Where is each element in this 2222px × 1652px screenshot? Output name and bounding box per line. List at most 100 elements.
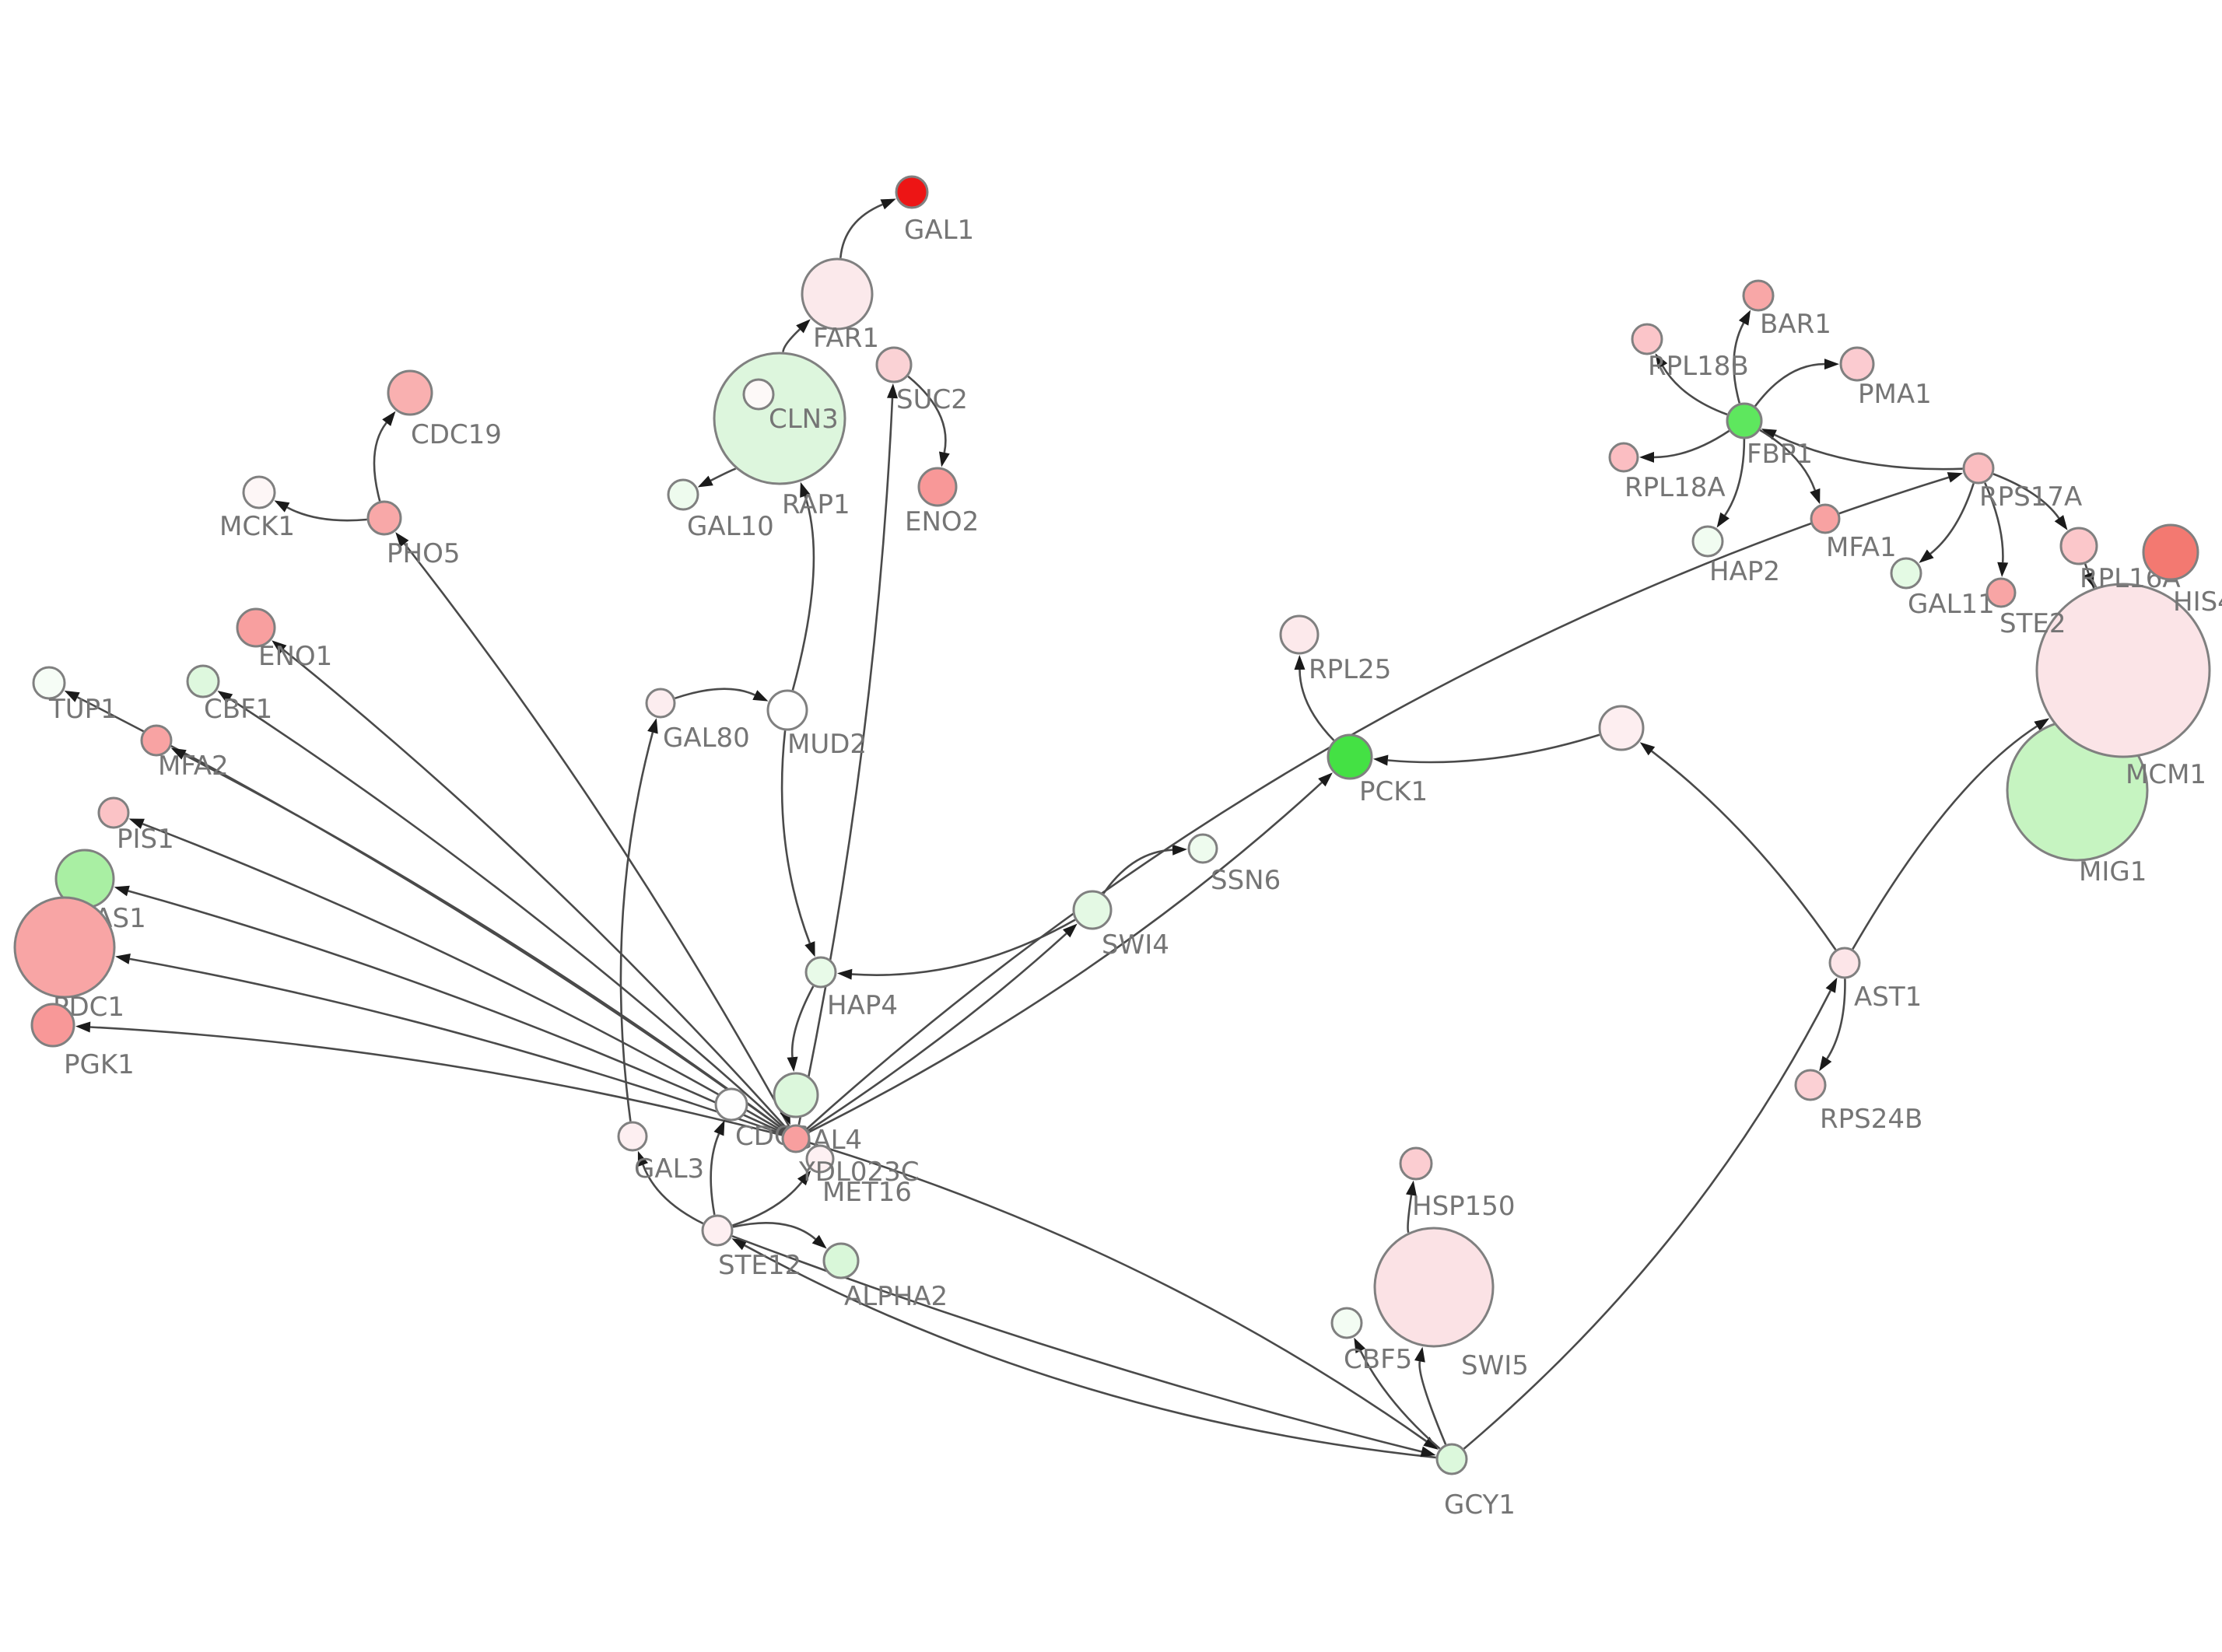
edge-STE12-CDC6[interactable]	[710, 1120, 725, 1216]
gene-node-swi5[interactable]	[1373, 1227, 1495, 1348]
gene-node-tup1[interactable]	[32, 666, 66, 700]
gene-node-rpl16a[interactable]	[2059, 527, 2098, 565]
edge-YDL023C-PHO5[interactable]	[395, 532, 790, 1127]
edge-GAL80-MUD2[interactable]	[675, 688, 769, 702]
edge-GAL3-GAL80[interactable]	[619, 718, 658, 1122]
edge-GCY1-SWI5[interactable]	[1414, 1346, 1447, 1445]
edge-AST1-MCM1[interactable]	[1852, 718, 2050, 950]
gene-node-ydl023c[interactable]	[781, 1124, 811, 1153]
edge-YDL023C-PDC1[interactable]	[115, 954, 783, 1136]
gene-node-unlabeled[interactable]	[1598, 705, 1645, 751]
edge-HAP4-GAL4[interactable]	[787, 985, 815, 1073]
edge-YDL023C-RAS1[interactable]	[114, 885, 783, 1134]
edge-PHO5-CDC19[interactable]	[373, 411, 396, 502]
edge-YDL023C-GCY1[interactable]	[809, 1142, 1439, 1450]
gene-node-gal3[interactable]	[617, 1121, 648, 1152]
gene-node-cbf5[interactable]	[1330, 1307, 1363, 1339]
edge-YDL023C-PGK1[interactable]	[75, 1021, 783, 1136]
edge-RAP1-GAL10[interactable]	[697, 467, 738, 488]
gene-node-rps17a[interactable]	[1962, 452, 1995, 485]
gene-node-ste2[interactable]	[1985, 577, 2017, 608]
gene-node-swi4[interactable]	[1072, 890, 1113, 930]
edge-STE12-MET16[interactable]	[732, 1170, 811, 1227]
gene-node-alpha2[interactable]	[822, 1242, 860, 1279]
gene-node-mck1[interactable]	[242, 475, 276, 509]
gene-node-mud2[interactable]	[766, 689, 808, 731]
gene-node-cdc6[interactable]	[714, 1087, 748, 1122]
gene-node-pma1[interactable]	[1839, 346, 1875, 382]
edge-MUD2-RAP1[interactable]	[791, 481, 815, 691]
gene-node-rpl18a[interactable]	[1608, 442, 1639, 473]
gene-node-bar1[interactable]	[1742, 279, 1775, 312]
edge-RAP1-FAR1[interactable]	[782, 319, 811, 352]
gene-node-hsp150[interactable]	[1399, 1146, 1433, 1181]
edge-RPS17A-RPL16A[interactable]	[1992, 473, 2068, 530]
edge-FBP1-RPL18A[interactable]	[1639, 429, 1730, 463]
gene-node-gal10[interactable]	[667, 478, 699, 511]
edge-FBP1-BAR1[interactable]	[1733, 310, 1751, 404]
edge-MUD2-HAP4[interactable]	[780, 730, 815, 957]
edge-YDL023C-MFA2[interactable]	[170, 747, 785, 1132]
edge-FBP1-PMA1[interactable]	[1754, 359, 1839, 407]
gene-node-rpl25[interactable]	[1279, 614, 1320, 655]
gene-node-gal1[interactable]	[895, 175, 929, 209]
gene-node-ast1[interactable]	[1828, 947, 1861, 979]
edge-GCY1-CBF5[interactable]	[1354, 1337, 1441, 1450]
gene-node-pdc1[interactable]	[13, 896, 116, 999]
gene-node-cbf1[interactable]	[186, 664, 220, 698]
gene-node-far1[interactable]	[801, 257, 874, 331]
gene-node-pho5[interactable]	[366, 500, 402, 536]
edge-RPL16A-MCM1[interactable]	[2084, 563, 2095, 590]
gene-node-rap1[interactable]	[713, 352, 846, 485]
gene-node-rps24b[interactable]	[1794, 1069, 1827, 1101]
gene-node-hap2[interactable]	[1691, 525, 1724, 558]
gene-node-pis1[interactable]	[97, 796, 130, 829]
edge-FAR1-GAL1[interactable]	[839, 198, 896, 258]
edge-STE12-GAL3[interactable]	[637, 1150, 704, 1225]
gene-node-cln3[interactable]	[742, 378, 775, 411]
edge-GCY1-AST1[interactable]	[1463, 977, 1838, 1450]
gene-node-gcy1[interactable]	[1435, 1443, 1468, 1475]
edge-YDL023C-RPS17A[interactable]	[805, 472, 1963, 1130]
edge-UNLABELED-PCK1[interactable]	[1372, 733, 1600, 766]
gene-node-mfa1[interactable]	[1810, 503, 1841, 534]
edge-YDL023C-SWI4[interactable]	[807, 923, 1078, 1132]
edge-YDL023C-TUP1[interactable]	[64, 690, 785, 1132]
edge-SWI4-HAP4[interactable]	[837, 919, 1076, 980]
edge-FBP1-RPL18B[interactable]	[1655, 353, 1728, 416]
gene-node-hap4[interactable]	[804, 956, 837, 989]
edge-RPS17A-FBP1[interactable]	[1761, 429, 1963, 471]
gene-node-gal4[interactable]	[773, 1072, 819, 1118]
gene-node-pck1[interactable]	[1327, 733, 1373, 780]
gene-node-mcm1[interactable]	[2035, 583, 2211, 758]
edge-SWI5-HSP150[interactable]	[1406, 1180, 1417, 1234]
gene-node-pgk1[interactable]	[30, 1003, 75, 1048]
gene-node-eno2[interactable]	[917, 467, 958, 507]
gene-node-suc2[interactable]	[875, 346, 913, 383]
edge-STE12-ALPHA2[interactable]	[732, 1222, 827, 1249]
gene-node-gal80[interactable]	[645, 688, 676, 719]
edge-SWI4-SSN6[interactable]	[1102, 844, 1187, 894]
edge-FBP1-HAP2[interactable]	[1716, 439, 1746, 528]
edge-PHO5-MCK1[interactable]	[274, 500, 367, 522]
edge-YDL023C-SUC2[interactable]	[797, 383, 898, 1125]
gene-node-fbp1[interactable]	[1726, 402, 1763, 439]
gene-node-his4[interactable]	[2142, 523, 2199, 581]
edge-RPS17A-GAL11[interactable]	[1919, 483, 1975, 563]
gene-node-eno1[interactable]	[236, 607, 276, 648]
edge-AST1-RPS24B[interactable]	[1819, 978, 1846, 1072]
edge-YDL023C-ENO1[interactable]	[272, 640, 787, 1129]
gene-node-ste12[interactable]	[701, 1214, 734, 1247]
edge-RPS17A-STE2[interactable]	[1984, 482, 2009, 577]
edge-YDL023C-PCK1[interactable]	[808, 772, 1333, 1133]
edge-YDL023C-PIS1[interactable]	[128, 818, 784, 1132]
gene-node-met16[interactable]	[805, 1144, 835, 1174]
gene-node-rpl18b[interactable]	[1631, 323, 1663, 355]
gene-node-mfa2[interactable]	[140, 724, 173, 757]
gene-node-ssn6[interactable]	[1187, 833, 1218, 864]
edge-FBP1-MFA1[interactable]	[1759, 429, 1821, 505]
gene-node-gal11[interactable]	[1890, 557, 1922, 590]
gene-node-cdc19[interactable]	[387, 369, 433, 416]
edge-YDL023C-CBF1[interactable]	[217, 691, 787, 1130]
edge-PCK1-RPL25[interactable]	[1294, 655, 1335, 741]
